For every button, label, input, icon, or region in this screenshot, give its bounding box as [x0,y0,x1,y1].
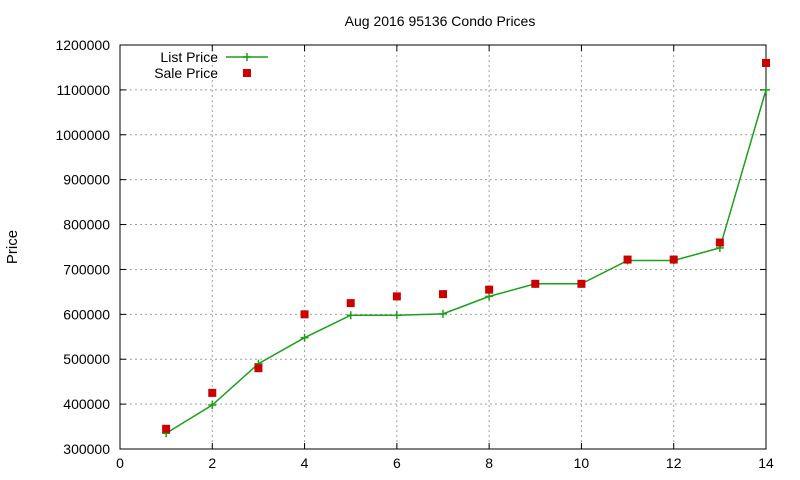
sale-price-point [162,424,171,433]
chart-title: Aug 2016 95136 Condo Prices [345,13,536,29]
list-price-point [346,311,355,320]
series [162,58,770,438]
sale-price-point [439,290,447,299]
x-tick-label: 12 [666,455,682,471]
ticks: 300000 400000 500000 600000 700000 800000 9000… [55,37,774,471]
y-tick-label: 1200000 [55,37,110,53]
x-tick-label: 4 [301,455,309,471]
legend-label-list-price: List Price [160,49,218,65]
list-price-point [485,292,494,301]
x-tick-label: 8 [485,455,493,471]
y-tick-label: 600000 [63,306,110,322]
sale-price-point [577,279,586,288]
grid [120,45,766,449]
x-tick-label: 2 [208,455,216,471]
legend-marker-sale-price [243,69,251,77]
x-tick-label: 0 [116,455,124,471]
y-tick-label: 800000 [63,217,110,233]
sale-price-point [623,255,632,264]
plot-frame [119,44,767,450]
y-tick-label: 1000000 [55,127,110,143]
y-tick-label: 400000 [63,396,110,412]
sale-price-point [485,285,494,294]
x-tick-label: 10 [574,455,590,471]
sale-price-point [762,58,770,67]
list-price-point [762,85,770,94]
list-price-point [392,311,401,320]
y-tick-label: 1100000 [57,82,111,98]
y-tick-label: 900000 [63,172,110,188]
y-tick-label: 300000 [63,441,110,457]
y-tick-label: 500000 [63,351,110,367]
list-price-point [208,401,217,410]
x-tick-label: 14 [758,455,774,471]
sale-price-point [300,310,309,319]
list-price-point [300,333,309,342]
sale-price-point [208,388,217,397]
list-price-point [439,309,447,318]
series-line-list-price [165,89,767,434]
sale-price-point [346,299,355,308]
y-axis-title: Price [4,230,21,264]
legend-label-sale-price: Sale Price [154,65,218,81]
sale-price-point [392,292,401,301]
sale-price-point [254,364,263,373]
sale-price-point [715,238,724,247]
y-tick-label: 700000 [63,261,110,277]
x-tick-label: 6 [393,455,401,471]
sale-price-point [531,279,540,288]
sale-price-point [669,255,678,264]
legend-marker-list-price [243,53,251,61]
